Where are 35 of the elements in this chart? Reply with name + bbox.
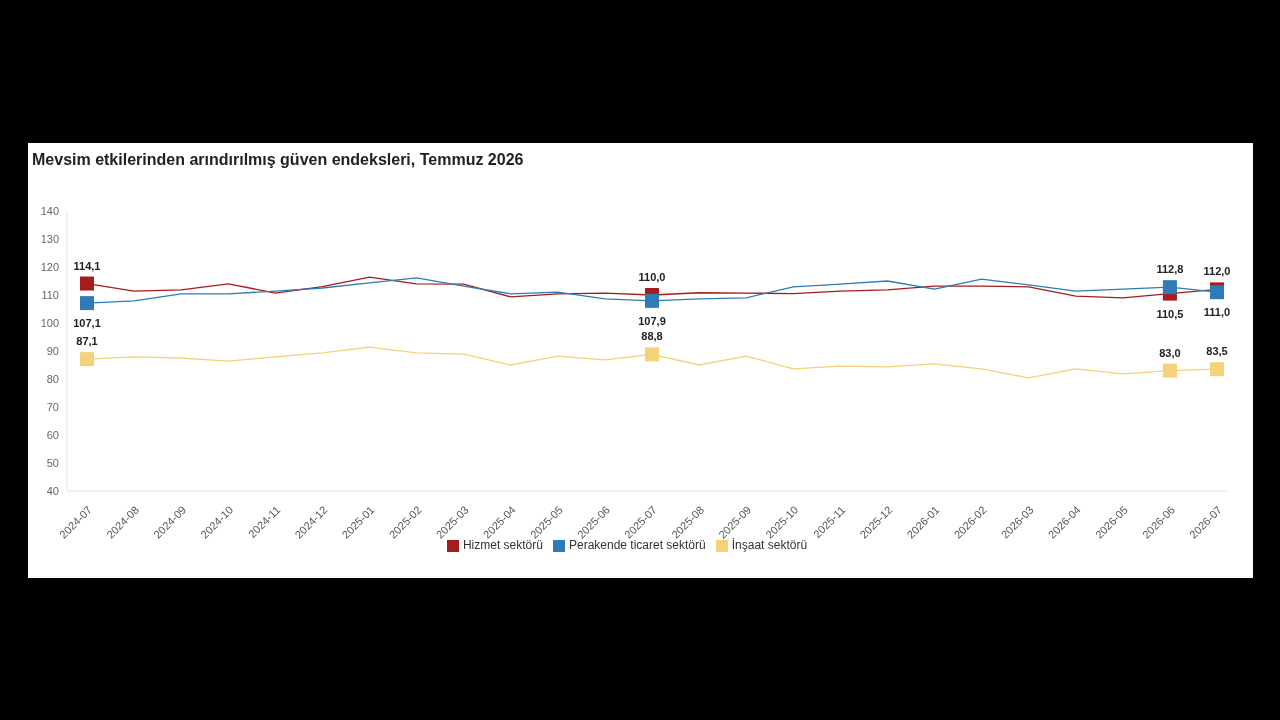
- point: [1162, 363, 1177, 378]
- y-tick-label: 120: [40, 260, 59, 273]
- chart-title: Mevsim etkilerinden arındırılmış güven endeksleri, Temmuz 2026: [32, 151, 524, 169]
- data-label: 83,5: [1206, 345, 1228, 358]
- y-tick-label: 140: [40, 204, 59, 217]
- point: [1210, 362, 1224, 377]
- legend-label: Perakende ticaret sektörü: [568, 538, 706, 552]
- point: [80, 296, 94, 311]
- point: [80, 276, 94, 291]
- data-label: 107,1: [73, 317, 101, 330]
- point: [1162, 280, 1177, 295]
- y-tick-label: 90: [46, 344, 59, 357]
- data-label: 112,8: [1156, 263, 1184, 276]
- data-label: 111,0: [1203, 306, 1231, 319]
- data-label: 110,5: [1156, 307, 1184, 320]
- data-label: 83,0: [1159, 346, 1181, 359]
- data-label: 87,1: [76, 335, 98, 348]
- point: [645, 293, 659, 308]
- data-label: 110,0: [638, 271, 666, 283]
- y-tick-label: 40: [46, 484, 59, 497]
- y-tick-label: 110: [41, 288, 59, 301]
- y-tick-label: 50: [46, 456, 59, 469]
- y-tick-label: 70: [46, 400, 59, 413]
- data-label: 88,8: [641, 330, 663, 343]
- y-tick-label: 130: [40, 232, 59, 245]
- legend-label: Hizmet sektörü: [462, 538, 543, 552]
- data-label: 107,9: [638, 314, 666, 327]
- legend-label: İnşaat sektörü: [731, 538, 808, 552]
- data-label: 114,1: [73, 259, 101, 272]
- point: [80, 352, 94, 367]
- y-tick-label: 60: [46, 428, 59, 441]
- data-label: 112,0: [1203, 265, 1231, 278]
- point: [645, 347, 659, 362]
- y-tick-label: 100: [40, 316, 59, 329]
- y-tick-label: 80: [46, 372, 59, 385]
